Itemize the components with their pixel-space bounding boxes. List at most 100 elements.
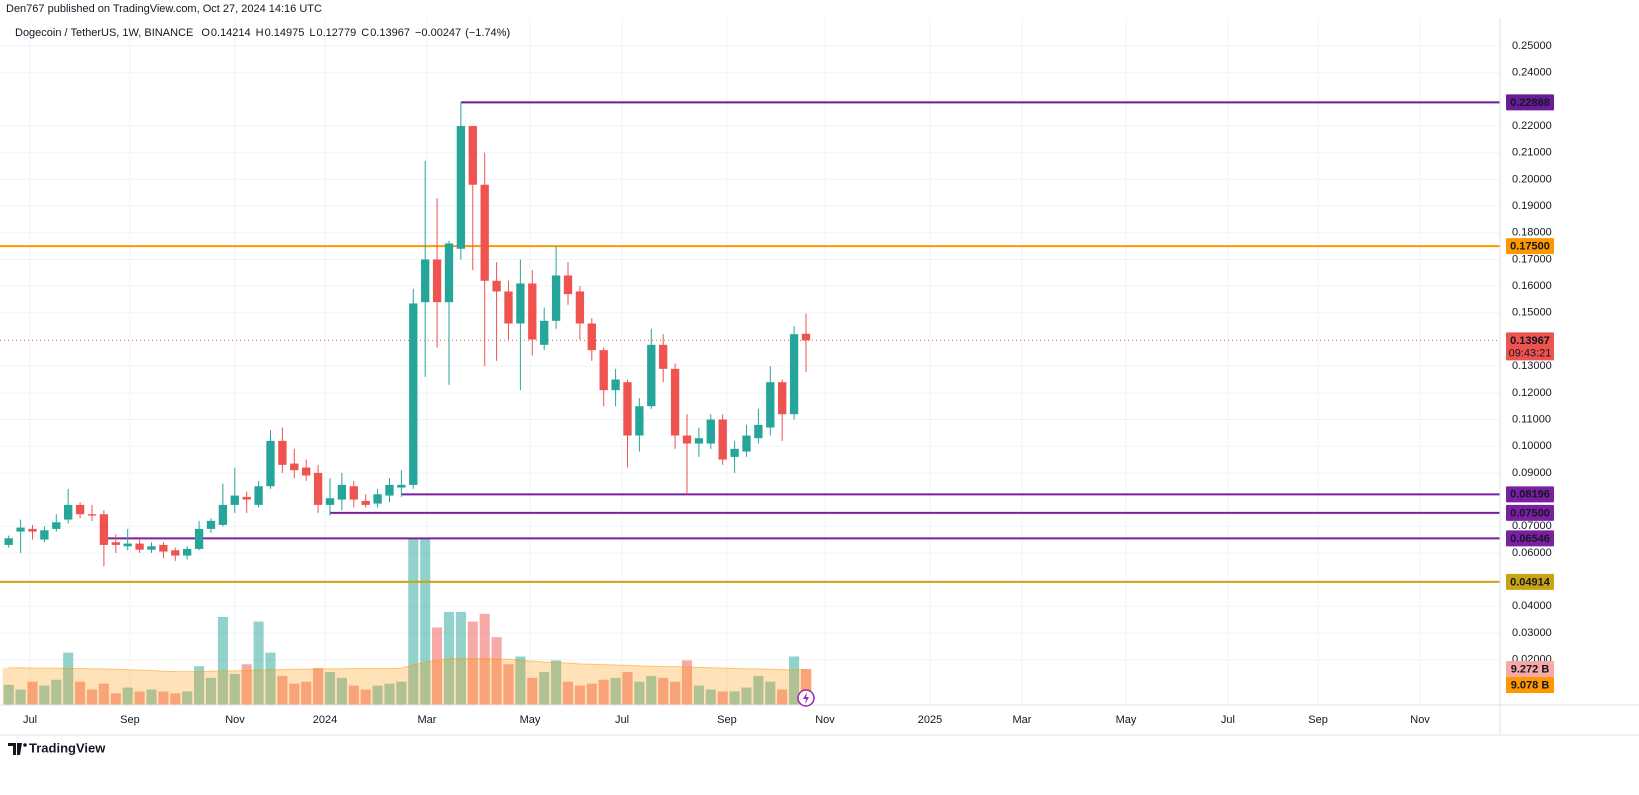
y-tick-label: 0.18000 (1512, 227, 1552, 239)
legend-change-pct: (−1.74%) (465, 27, 510, 39)
volume-bar (515, 656, 526, 705)
candle-body (504, 291, 513, 324)
candle-body (64, 504, 73, 520)
last-price-label: 0.13967 (1510, 335, 1550, 347)
volume-ma-label: 9.078 B (1511, 679, 1550, 691)
y-tick-label: 0.09000 (1512, 467, 1552, 479)
volume-bar (717, 691, 728, 705)
y-tick-label: 0.13000 (1512, 360, 1552, 372)
footer-brand: TradingView (29, 740, 106, 755)
candle-body (718, 419, 727, 460)
legend-ohlc-value: 0.14214 (211, 27, 251, 39)
candle-body (28, 528, 37, 532)
alert-icon[interactable] (797, 689, 815, 707)
volume-bar (229, 673, 240, 705)
volume-bar (527, 677, 538, 705)
volume-bar (241, 664, 252, 705)
y-tick-label: 0.07000 (1512, 520, 1552, 532)
levels (0, 101, 1500, 583)
candle-body (40, 530, 49, 540)
volume-bar (265, 652, 276, 705)
candle-body (659, 344, 668, 369)
volume-bar (39, 685, 50, 705)
candle-body (397, 484, 406, 488)
candle-body (492, 280, 501, 292)
candle-body (266, 440, 275, 487)
y-tick-label: 0.17000 (1512, 253, 1552, 265)
candle-body (694, 438, 704, 444)
volume-bar (384, 683, 395, 705)
y-tick-label: 0.19000 (1512, 200, 1552, 212)
y-tick-label: 0.11000 (1512, 413, 1551, 425)
legend-ohlc-value: 0.13967 (370, 27, 410, 39)
volume-bar (634, 681, 645, 705)
candle-body (313, 472, 323, 505)
candle-body (373, 494, 382, 504)
level-label-box (1506, 486, 1554, 503)
x-tick-label: Sep (717, 714, 737, 726)
candle-body (623, 382, 632, 436)
logo-dot (23, 743, 27, 747)
legend-ohlc-value: 0.12779 (317, 27, 357, 39)
volume-bar (681, 660, 693, 705)
volume-bar (182, 691, 193, 705)
candle-body (789, 334, 799, 415)
countdown-label: 09:43:21 (1509, 347, 1552, 359)
candle-body (349, 486, 358, 500)
volume-ma-area (2, 658, 812, 705)
candle-body (456, 126, 466, 249)
level-label: 0.17500 (1510, 241, 1550, 253)
volume-bar (372, 685, 383, 705)
volume-bar (598, 679, 609, 705)
volume-bar (158, 691, 169, 705)
volume-bar (194, 666, 205, 705)
volume-bar (146, 689, 157, 705)
y-tick-label: 0.15000 (1512, 307, 1552, 319)
legend: Dogecoin / TetherUS, 1W, BINANCE O 0.14214… (15, 27, 510, 39)
volume-bar (110, 693, 121, 705)
legend-ohlc-value: 0.14975 (265, 27, 305, 39)
candle-body (385, 484, 394, 496)
last-price-box (1506, 332, 1554, 361)
x-tick-label: Jul (615, 714, 629, 726)
candle-body (218, 504, 228, 525)
volume-bar (289, 683, 300, 705)
volume-bar (574, 685, 585, 705)
volume-bar (15, 689, 26, 705)
candle-body (599, 350, 608, 391)
volume-bar (3, 684, 14, 705)
candle-body (611, 379, 620, 391)
volume-bar (408, 538, 419, 705)
volume-bar (324, 672, 336, 705)
candle-body (242, 496, 251, 500)
candle-body (754, 424, 763, 439)
candle-body (183, 548, 192, 556)
volume-label: 9.272 B (1511, 663, 1550, 675)
volume-bar (467, 621, 478, 705)
alert-icon-bolt[interactable] (803, 692, 809, 704)
volume-bar (789, 656, 800, 705)
candle-body (670, 368, 680, 436)
volume-bar (360, 689, 371, 705)
y-tick-label: 0.12000 (1512, 387, 1552, 399)
candle-body (540, 320, 549, 345)
candle-body (528, 283, 537, 340)
candle-body (171, 550, 180, 556)
candle-body (742, 435, 751, 452)
volume-bar (98, 683, 109, 705)
candle-body (206, 520, 216, 529)
volume-bar (420, 538, 431, 705)
volume-bar (586, 683, 597, 705)
legend-ohlc-label: L (309, 27, 315, 39)
level-label: 0.04914 (1510, 576, 1551, 588)
candle-body (635, 406, 644, 436)
candle-body (516, 283, 525, 324)
volume-bar (729, 691, 740, 705)
candles (4, 102, 811, 567)
y-tick-label: 0.06000 (1512, 547, 1552, 559)
candle-body (147, 546, 156, 550)
volume-bar (75, 681, 86, 705)
candle-body (325, 498, 335, 505)
candle-body (432, 259, 442, 303)
